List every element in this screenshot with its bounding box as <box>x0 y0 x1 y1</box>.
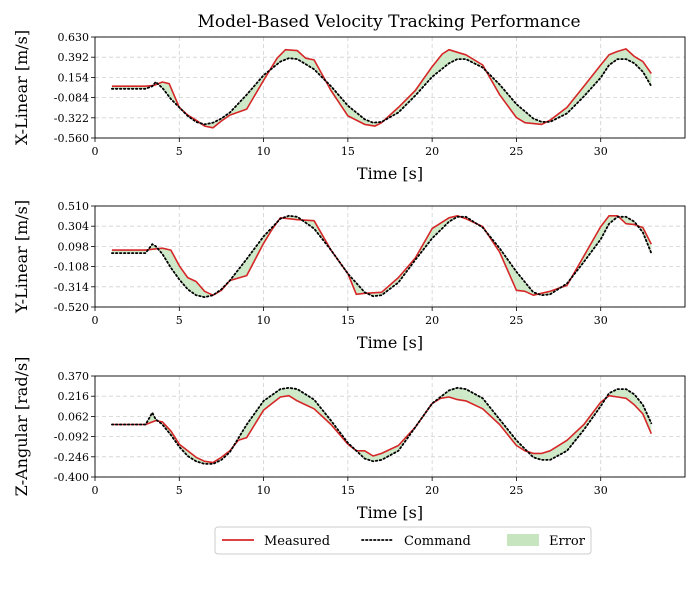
legend-label: Error <box>549 534 586 549</box>
y-tick-label: 0.392 <box>58 51 90 64</box>
x-tick-label: 25 <box>509 484 523 497</box>
x-axis-label: Time [s] <box>357 333 423 352</box>
x-tick-label: 10 <box>257 145 271 158</box>
y-axis-label: X-Linear [m/s] <box>12 30 31 145</box>
y-tick-label: -0.084 <box>54 92 89 105</box>
x-tick-label: 15 <box>341 314 355 327</box>
panel-2: 0 5 10 15 20 25 30 -0.520 -0.314 -0.108 0.098 0.304… <box>12 200 686 352</box>
y-axis-label: Z-Angular [rad/s] <box>12 357 31 497</box>
y-tick-label: 0.062 <box>58 410 90 423</box>
x-tick-label: 20 <box>425 314 439 327</box>
x-axis-label: Time [s] <box>357 503 423 522</box>
axes-frame <box>94 36 686 139</box>
axes-frame <box>94 205 686 308</box>
command-line <box>111 214 653 299</box>
y-axis-label: Y-Linear [m/s] <box>12 200 31 314</box>
legend-label: Measured <box>264 534 330 549</box>
x-tick-label: 5 <box>176 314 183 327</box>
y-tick-label: -0.246 <box>54 451 89 464</box>
legend: Measured Command Error <box>214 526 592 555</box>
y-tick-label: 0.370 <box>58 370 90 383</box>
y-tick-label: 0.216 <box>58 390 90 403</box>
x-tick-label: 30 <box>594 145 608 158</box>
x-tick-label: 30 <box>594 484 608 497</box>
axes-frame <box>94 375 686 478</box>
x-tick-label: 30 <box>594 314 608 327</box>
x-tick-label: 10 <box>257 484 271 497</box>
error-band <box>111 49 652 128</box>
command-line <box>111 386 653 465</box>
error-band <box>111 215 652 297</box>
y-tick-label: 0.304 <box>58 220 90 233</box>
y-tick-label: 0.098 <box>58 240 90 253</box>
y-tick-label: 0.510 <box>58 200 90 213</box>
x-tick-label: 15 <box>341 145 355 158</box>
x-tick-label: 20 <box>425 484 439 497</box>
panel-3: 0 5 10 15 20 25 30 -0.400 -0.246 -0.092 0.062 0.216… <box>12 357 686 522</box>
x-tick-label: 0 <box>92 314 99 327</box>
legend-label: Command <box>404 534 471 549</box>
x-tick-label: 0 <box>92 145 99 158</box>
y-tick-label: -0.108 <box>54 261 89 274</box>
y-tick-label: 0.154 <box>58 71 90 84</box>
x-tick-label: 0 <box>92 484 99 497</box>
x-axis-label: Time [s] <box>357 164 423 183</box>
command-line <box>111 57 653 126</box>
measured-line <box>111 215 653 297</box>
x-tick-label: 25 <box>509 314 523 327</box>
y-tick-label: -0.520 <box>54 301 89 314</box>
panel-1: 0 5 10 15 20 25 30 -0.560 -0.322 -0.084 0.154 0.392… <box>12 30 686 183</box>
y-tick-label: -0.322 <box>54 112 89 125</box>
measured-line <box>111 394 653 464</box>
y-tick-label: -0.314 <box>54 281 89 294</box>
y-tick-label: -0.560 <box>54 132 89 145</box>
legend-error-swatch <box>507 534 539 546</box>
x-tick-label: 5 <box>176 484 183 497</box>
measured-line <box>111 48 652 129</box>
x-tick-label: 20 <box>425 145 439 158</box>
error-band <box>111 387 652 464</box>
chart-title: Model-Based Velocity Tracking Performanc… <box>197 12 580 32</box>
y-tick-label: 0.630 <box>58 31 90 44</box>
panels: 0 5 10 15 20 25 30 -0.560 -0.322 -0.084 0.154 0.392… <box>12 30 686 522</box>
y-tick-label: -0.092 <box>54 431 89 444</box>
x-tick-label: 15 <box>341 484 355 497</box>
x-tick-label: 25 <box>509 145 523 158</box>
x-tick-label: 5 <box>176 145 183 158</box>
legend-box <box>214 526 592 555</box>
x-tick-label: 10 <box>257 314 271 327</box>
y-tick-label: -0.400 <box>54 471 89 484</box>
